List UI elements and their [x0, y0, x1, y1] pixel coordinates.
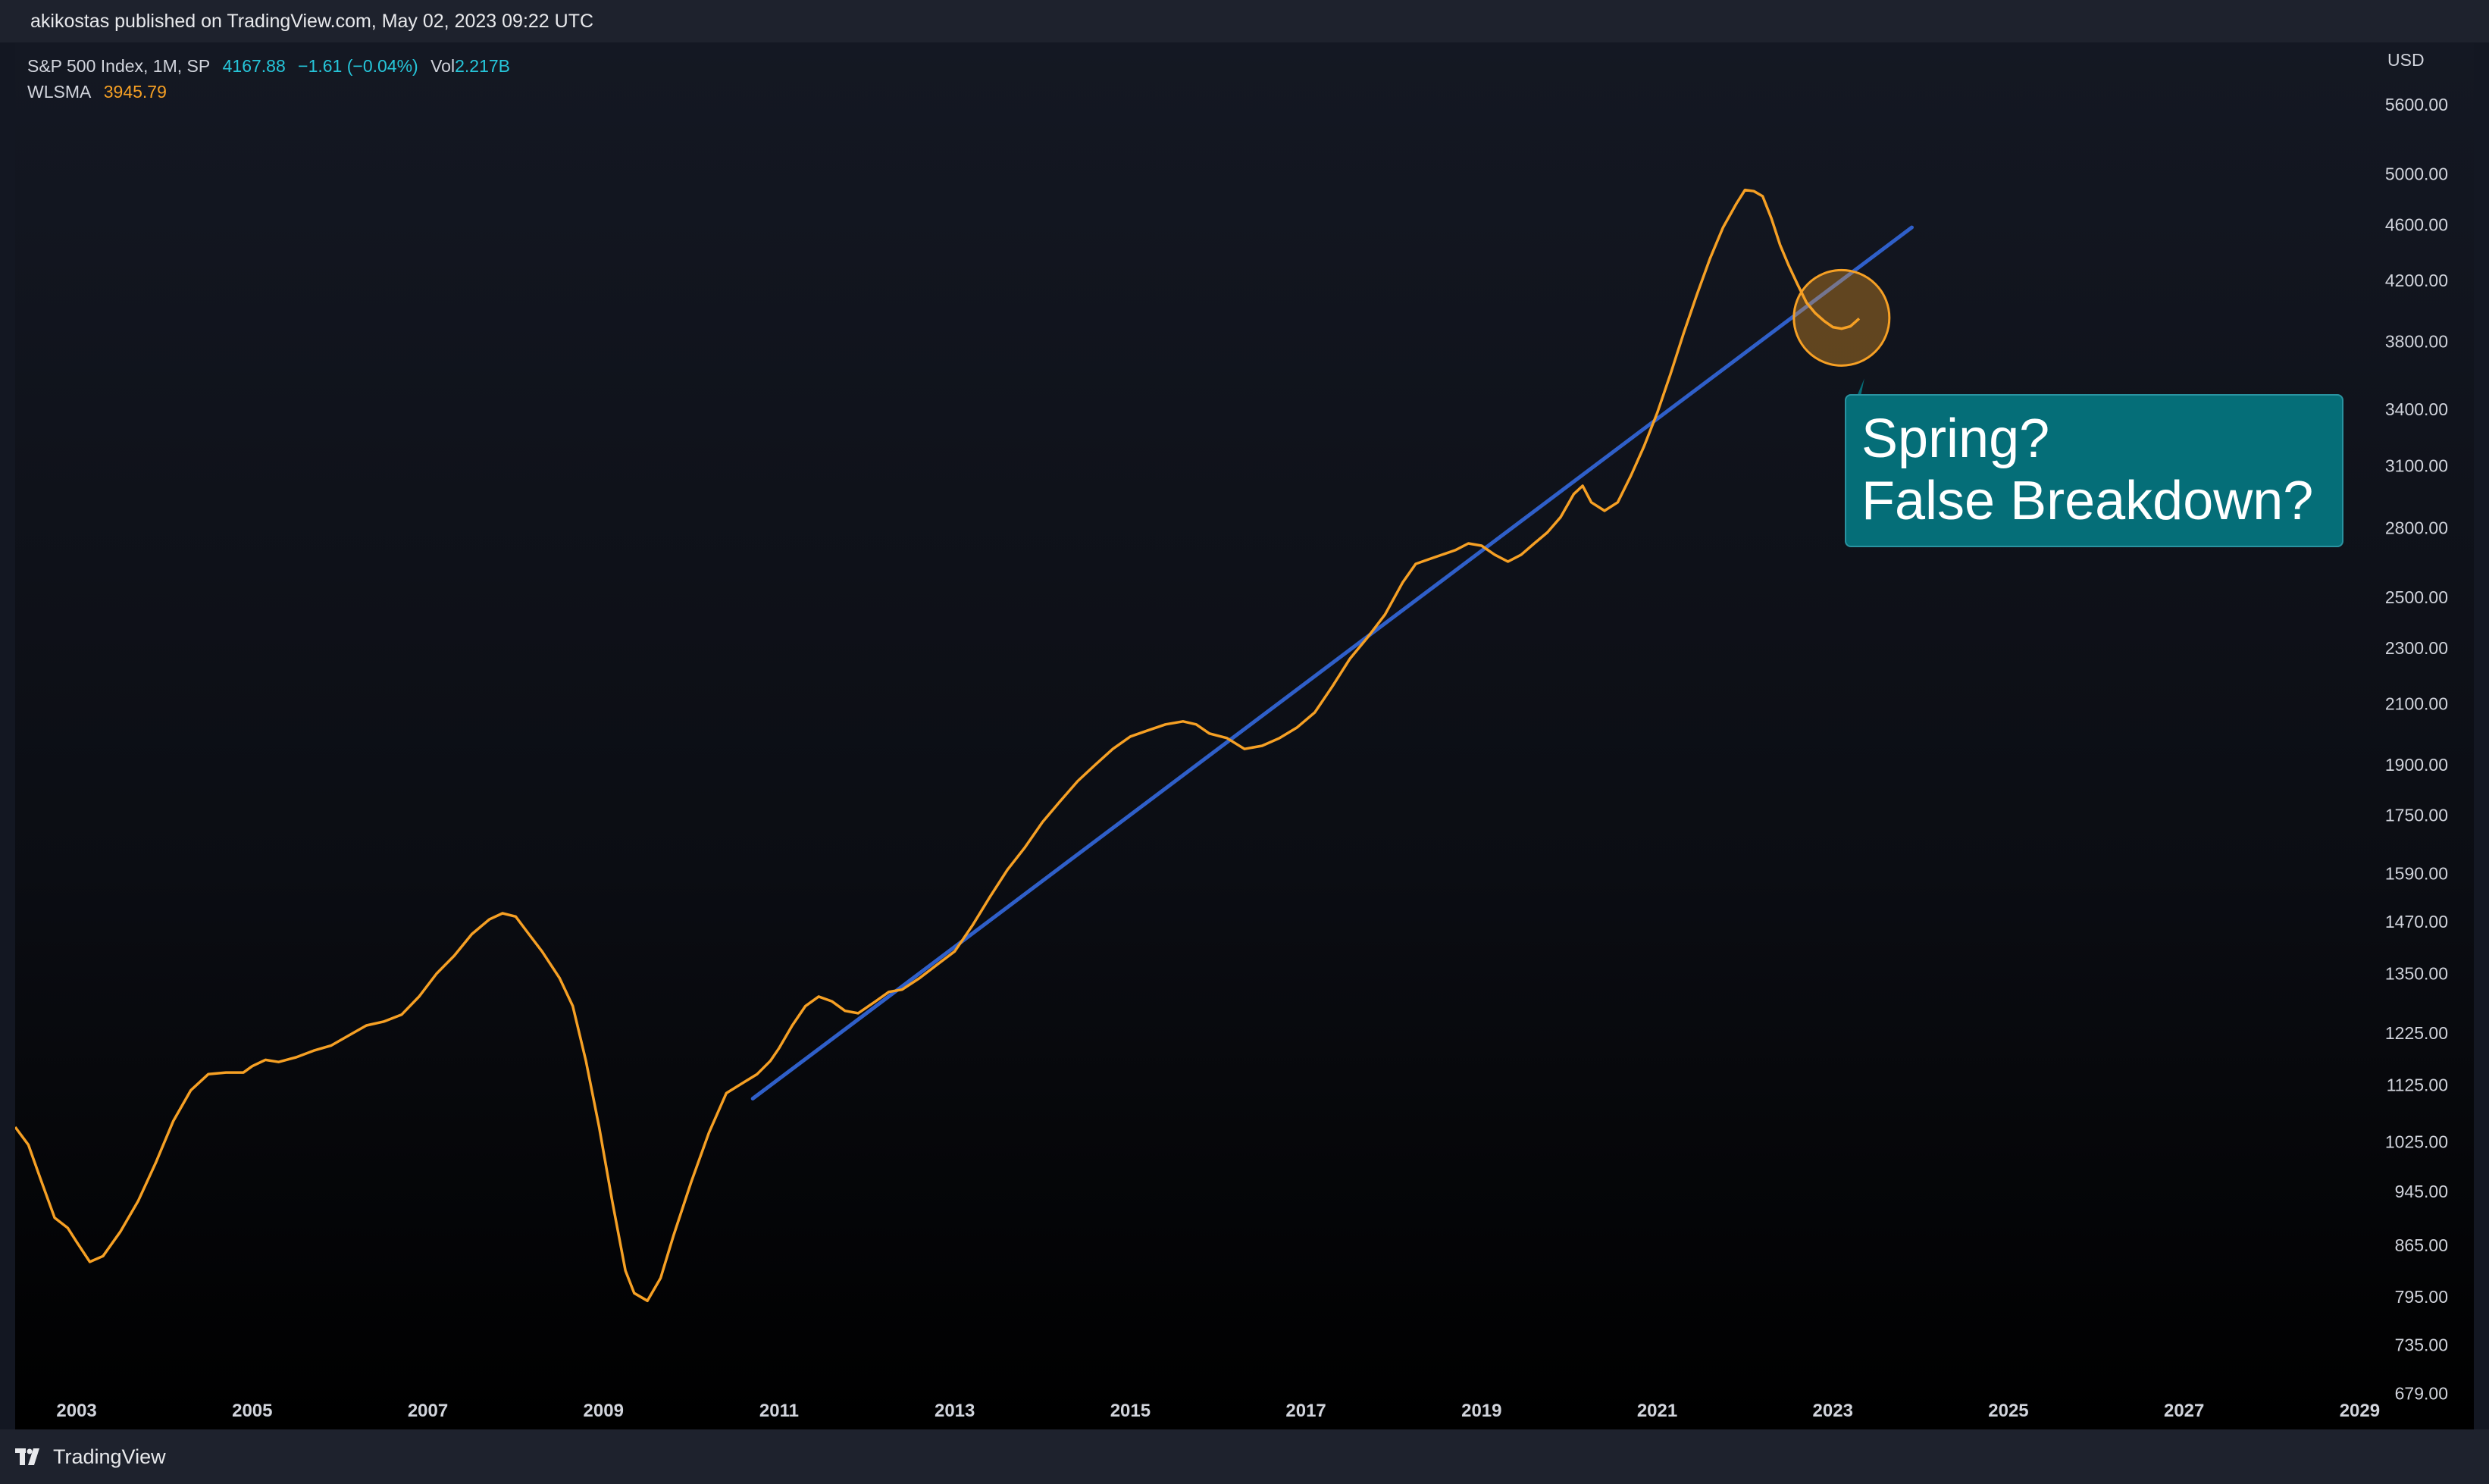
- volume-value: 2.217B: [455, 56, 510, 76]
- x-tick-label: 2019: [1461, 1401, 1501, 1421]
- wlsma-series-line[interactable]: [15, 188, 1861, 1303]
- annotation-callout[interactable]: Spring? False Breakdown?: [1845, 394, 2343, 547]
- y-tick-label: 4200.00: [2385, 271, 2448, 290]
- indicator-name: WLSMA: [27, 82, 92, 102]
- y-tick-label: 5600.00: [2385, 95, 2448, 114]
- x-tick-label: 2015: [1110, 1401, 1151, 1421]
- publish-info: akikostas published on TradingView.com, …: [30, 11, 594, 32]
- price-chart[interactable]: 5600.00 5000.00 4600.00 4200.00 3800.00 3400.…: [15, 42, 2474, 1429]
- y-tick-label: 2800.00: [2385, 518, 2448, 538]
- y-tick-label: 3100.00: [2385, 456, 2448, 476]
- indicator-value: 3945.79: [103, 82, 167, 102]
- y-tick-label: 4600.00: [2385, 215, 2448, 235]
- x-tick-label: 2023: [1813, 1401, 1853, 1421]
- highlight-circle[interactable]: [1792, 268, 1891, 367]
- volume-label: Vol: [430, 56, 456, 76]
- y-tick-label: 1125.00: [2387, 1075, 2448, 1094]
- brand-name: TradingView: [53, 1445, 166, 1468]
- x-tick-label: 2021: [1637, 1401, 1677, 1421]
- y-tick-label: 2500.00: [2385, 587, 2448, 607]
- y-tick-label: 735.00: [2395, 1335, 2448, 1354]
- x-tick-label: 2011: [759, 1401, 799, 1421]
- y-tick-label: 945.00: [2395, 1182, 2448, 1201]
- y-tick-label: 1900.00: [2385, 755, 2448, 775]
- y-tick-label: 5000.00: [2385, 164, 2448, 183]
- trendline[interactable]: [750, 225, 1914, 1101]
- last-price: 4167.88: [222, 56, 286, 76]
- x-tick-label: 2009: [584, 1401, 624, 1421]
- x-tick-label: 2007: [408, 1401, 448, 1421]
- footer-bar: TradingView: [0, 1429, 2489, 1484]
- chart-legend: S&P 500 Index, 1M, SP 4167.88 −1.61 (−0.…: [27, 53, 518, 105]
- x-tick-label: 2017: [1285, 1401, 1326, 1421]
- x-tick-label: 2005: [232, 1401, 272, 1421]
- publish-header: akikostas published on TradingView.com, …: [0, 0, 2489, 42]
- tradingview-brand[interactable]: TradingView: [15, 1445, 166, 1469]
- annotation-line-2: False Breakdown?: [1861, 471, 2314, 531]
- y-tick-label: 1590.00: [2385, 864, 2448, 884]
- price-axis[interactable]: 5600.00 5000.00 4600.00 4200.00 3800.00 3400.…: [2385, 95, 2448, 1403]
- x-tick-label: 2027: [2164, 1401, 2204, 1421]
- symbol-legend-row[interactable]: S&P 500 Index, 1M, SP 4167.88 −1.61 (−0.…: [27, 53, 518, 79]
- annotation-line-1: Spring?: [1861, 409, 2050, 469]
- y-tick-label: 1225.00: [2385, 1023, 2448, 1043]
- y-tick-label: 1750.00: [2385, 805, 2448, 825]
- time-axis[interactable]: 2003 2005 2007 2009 2011 2013 2015 2017 2019 2021…: [56, 1401, 2380, 1421]
- series-layer: [15, 188, 1914, 1303]
- y-tick-label: 679.00: [2395, 1383, 2448, 1403]
- price-change: −1.61 (−0.04%): [298, 56, 418, 76]
- y-tick-label: 3800.00: [2385, 332, 2448, 352]
- tradingview-logo-icon: [15, 1448, 39, 1465]
- indicator-legend-row[interactable]: WLSMA 3945.79: [27, 79, 518, 105]
- x-tick-label: 2003: [56, 1401, 96, 1421]
- x-tick-label: 2013: [935, 1401, 975, 1421]
- y-tick-label: 2300.00: [2385, 638, 2448, 658]
- y-tick-label: 1470.00: [2385, 912, 2448, 931]
- currency-label[interactable]: USD: [2387, 50, 2425, 70]
- x-tick-label: 2029: [2340, 1401, 2380, 1421]
- y-tick-label: 3400.00: [2385, 399, 2448, 419]
- chart-pane[interactable]: 5600.00 5000.00 4600.00 4200.00 3800.00 3400.…: [15, 42, 2474, 1429]
- y-tick-label: 1025.00: [2385, 1132, 2448, 1151]
- y-tick-label: 865.00: [2395, 1235, 2448, 1255]
- y-tick-label: 2100.00: [2385, 693, 2448, 713]
- y-tick-label: 795.00: [2395, 1287, 2448, 1307]
- symbol-name: S&P 500 Index, 1M, SP: [27, 56, 211, 76]
- x-tick-label: 2025: [1988, 1401, 2028, 1421]
- y-tick-label: 1350.00: [2385, 964, 2448, 984]
